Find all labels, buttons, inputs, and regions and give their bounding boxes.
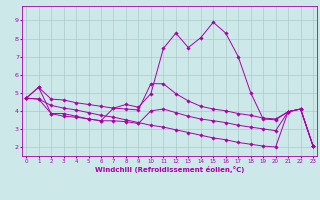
X-axis label: Windchill (Refroidissement éolien,°C): Windchill (Refroidissement éolien,°C): [95, 166, 244, 173]
